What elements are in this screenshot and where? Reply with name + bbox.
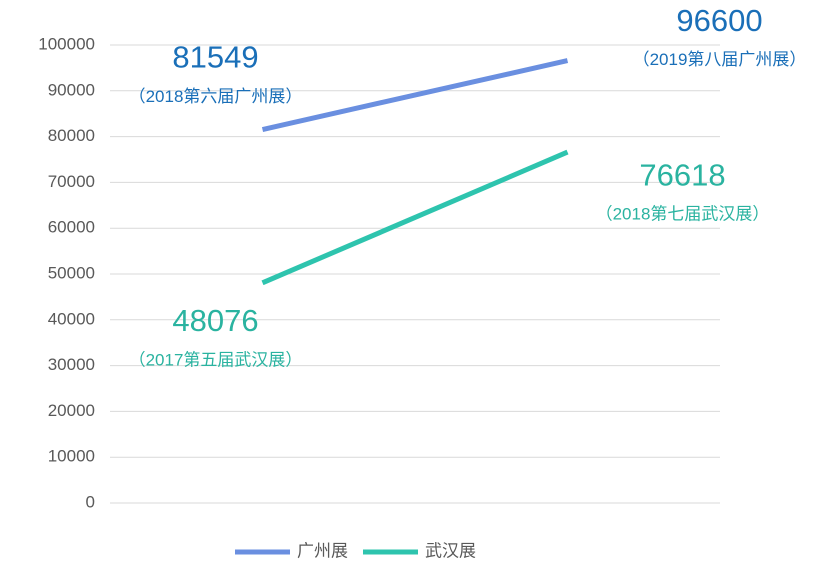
legend-label: 武汉展: [425, 541, 476, 560]
point-annotation: （2019第八届广州展）: [633, 50, 807, 69]
data-label: 76618: [639, 157, 725, 192]
y-tick-label: 80000: [48, 126, 95, 145]
y-tick-label: 0: [86, 492, 95, 511]
y-tick-label: 50000: [48, 263, 95, 282]
legend-label: 广州展: [297, 541, 348, 560]
point-annotation: （2018第六届广州展）: [129, 87, 303, 106]
y-tick-label: 90000: [48, 80, 95, 99]
series-line: [261, 58, 569, 132]
y-tick-label: 70000: [48, 172, 95, 191]
data-label: 81549: [172, 40, 258, 75]
point-annotation: （2017第五届武汉展）: [129, 350, 303, 369]
point-annotation: （2018第七届武汉展）: [596, 205, 770, 224]
data-label: 48076: [172, 303, 258, 338]
y-tick-label: 20000: [48, 401, 95, 420]
series-line: [261, 149, 569, 286]
y-tick-label: 10000: [48, 447, 95, 466]
y-tick-label: 40000: [48, 309, 95, 328]
y-tick-label: 60000: [48, 218, 95, 237]
data-label: 96600: [676, 3, 762, 38]
y-tick-label: 30000: [48, 355, 95, 374]
y-tick-label: 100000: [38, 34, 95, 53]
